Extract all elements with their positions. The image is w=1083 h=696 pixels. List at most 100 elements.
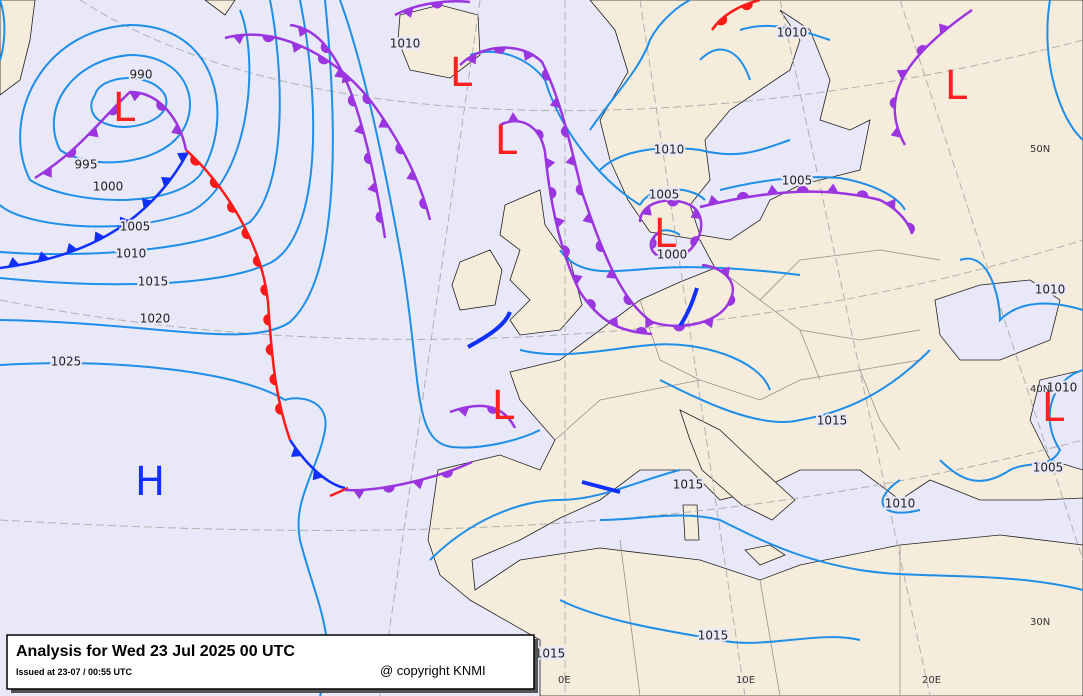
isobar-label: 990 <box>130 68 153 82</box>
front-triangle <box>312 469 324 481</box>
front-semicircle <box>666 200 679 207</box>
isobar-label: 1010 <box>654 143 685 157</box>
front-semicircle <box>156 101 167 111</box>
front-semicircle <box>690 236 699 247</box>
front-line <box>0 151 190 270</box>
isobar-label: 1015 <box>817 414 848 428</box>
low-center: L <box>945 63 968 109</box>
isobar-label: 1010 <box>1047 381 1078 395</box>
isobar <box>429 469 681 561</box>
isobar <box>599 139 791 171</box>
front-triangle <box>129 92 142 102</box>
low-center: L <box>495 118 518 164</box>
isobar <box>699 24 831 81</box>
title: Analysis for Wed 23 Jul 2025 00 UTC <box>16 643 295 660</box>
isobar <box>19 23 219 201</box>
isobar-label: 1000 <box>93 180 124 194</box>
isobar-label: 1015 <box>535 647 566 661</box>
front-triangle <box>177 152 188 163</box>
front-triangle <box>607 316 619 327</box>
front-line <box>449 404 517 429</box>
high-center: H <box>135 459 165 505</box>
front-triangle <box>41 166 52 178</box>
front-triangle <box>402 7 414 18</box>
front-triangle <box>87 126 99 138</box>
front-semicircle <box>65 147 77 158</box>
front-triangle <box>466 53 477 65</box>
front-triangle <box>334 67 345 79</box>
isobar <box>559 249 801 276</box>
front-semicircle <box>623 294 633 305</box>
front-semicircle <box>227 201 237 213</box>
front-triangle <box>66 242 78 254</box>
front-semicircle <box>560 125 569 138</box>
front-line <box>394 0 471 17</box>
front-semicircle <box>651 237 657 250</box>
isobar-label: 1020 <box>140 312 171 326</box>
front-semicircle <box>487 406 499 414</box>
isobar-label: 1015 <box>138 275 169 289</box>
front-semicircle <box>108 105 119 116</box>
front-line <box>185 149 292 441</box>
front-semicircle <box>375 211 383 223</box>
front-semicircle <box>275 402 283 415</box>
isobar <box>0 0 334 336</box>
front-semicircle <box>716 15 728 26</box>
front-triangle <box>94 231 105 243</box>
front-triangle <box>690 208 701 220</box>
isobar <box>0 0 6 61</box>
front-triangle <box>412 478 424 490</box>
front-semicircle <box>362 93 373 105</box>
isobar <box>0 0 315 286</box>
low-center: L <box>492 383 515 429</box>
front-semicircle <box>796 185 809 192</box>
front-triangle <box>232 34 245 45</box>
front-semicircle <box>549 187 557 200</box>
isobar-label: 1015 <box>673 478 704 492</box>
fronts <box>0 0 973 500</box>
isobar <box>90 77 168 128</box>
isobar <box>52 53 191 164</box>
front-triangle <box>565 154 576 167</box>
front-triangle <box>507 112 520 123</box>
title-box: Analysis for Wed 23 Jul 2025 00 UTC Issu… <box>6 634 538 693</box>
isobar <box>639 188 706 206</box>
front-semicircle <box>586 299 596 310</box>
front-semicircle <box>493 47 506 54</box>
front-triangle <box>7 257 20 267</box>
pressure-centers: L L L L L L L H <box>113 50 1065 505</box>
borders <box>554 249 941 696</box>
front-semicircle <box>889 96 896 109</box>
isobar <box>559 599 861 644</box>
isobar <box>881 479 921 514</box>
front-triangle <box>554 216 565 229</box>
front-semicircle <box>260 283 268 296</box>
front-line <box>699 190 914 235</box>
front-triangle <box>549 96 561 109</box>
front-triangle <box>766 184 779 195</box>
isobar-label: 995 <box>75 158 98 172</box>
front-line <box>678 287 699 328</box>
isobar <box>959 257 1083 323</box>
latitude-label: 40N <box>1030 384 1050 395</box>
isobar <box>284 397 329 696</box>
front-triangle <box>641 205 652 216</box>
front-triangle <box>582 212 593 224</box>
front-triangle <box>171 123 182 135</box>
longitude-label: 10E <box>736 675 755 686</box>
front-semicircle <box>916 44 927 56</box>
isobar-label: 1010 <box>777 26 808 40</box>
front-line <box>638 199 703 260</box>
front-triangle <box>666 249 679 259</box>
front-semicircle <box>382 485 395 493</box>
front-semicircle <box>575 183 584 196</box>
front-semicircle <box>635 326 648 334</box>
front-semicircle <box>209 177 220 189</box>
front-triangle <box>290 446 302 457</box>
isobar-label: 1005 <box>120 220 151 234</box>
front-triangle <box>297 26 309 37</box>
front-semicircle <box>263 313 270 326</box>
isobar <box>939 369 1083 482</box>
front-semicircle <box>441 469 453 478</box>
front-triangle <box>291 42 303 53</box>
